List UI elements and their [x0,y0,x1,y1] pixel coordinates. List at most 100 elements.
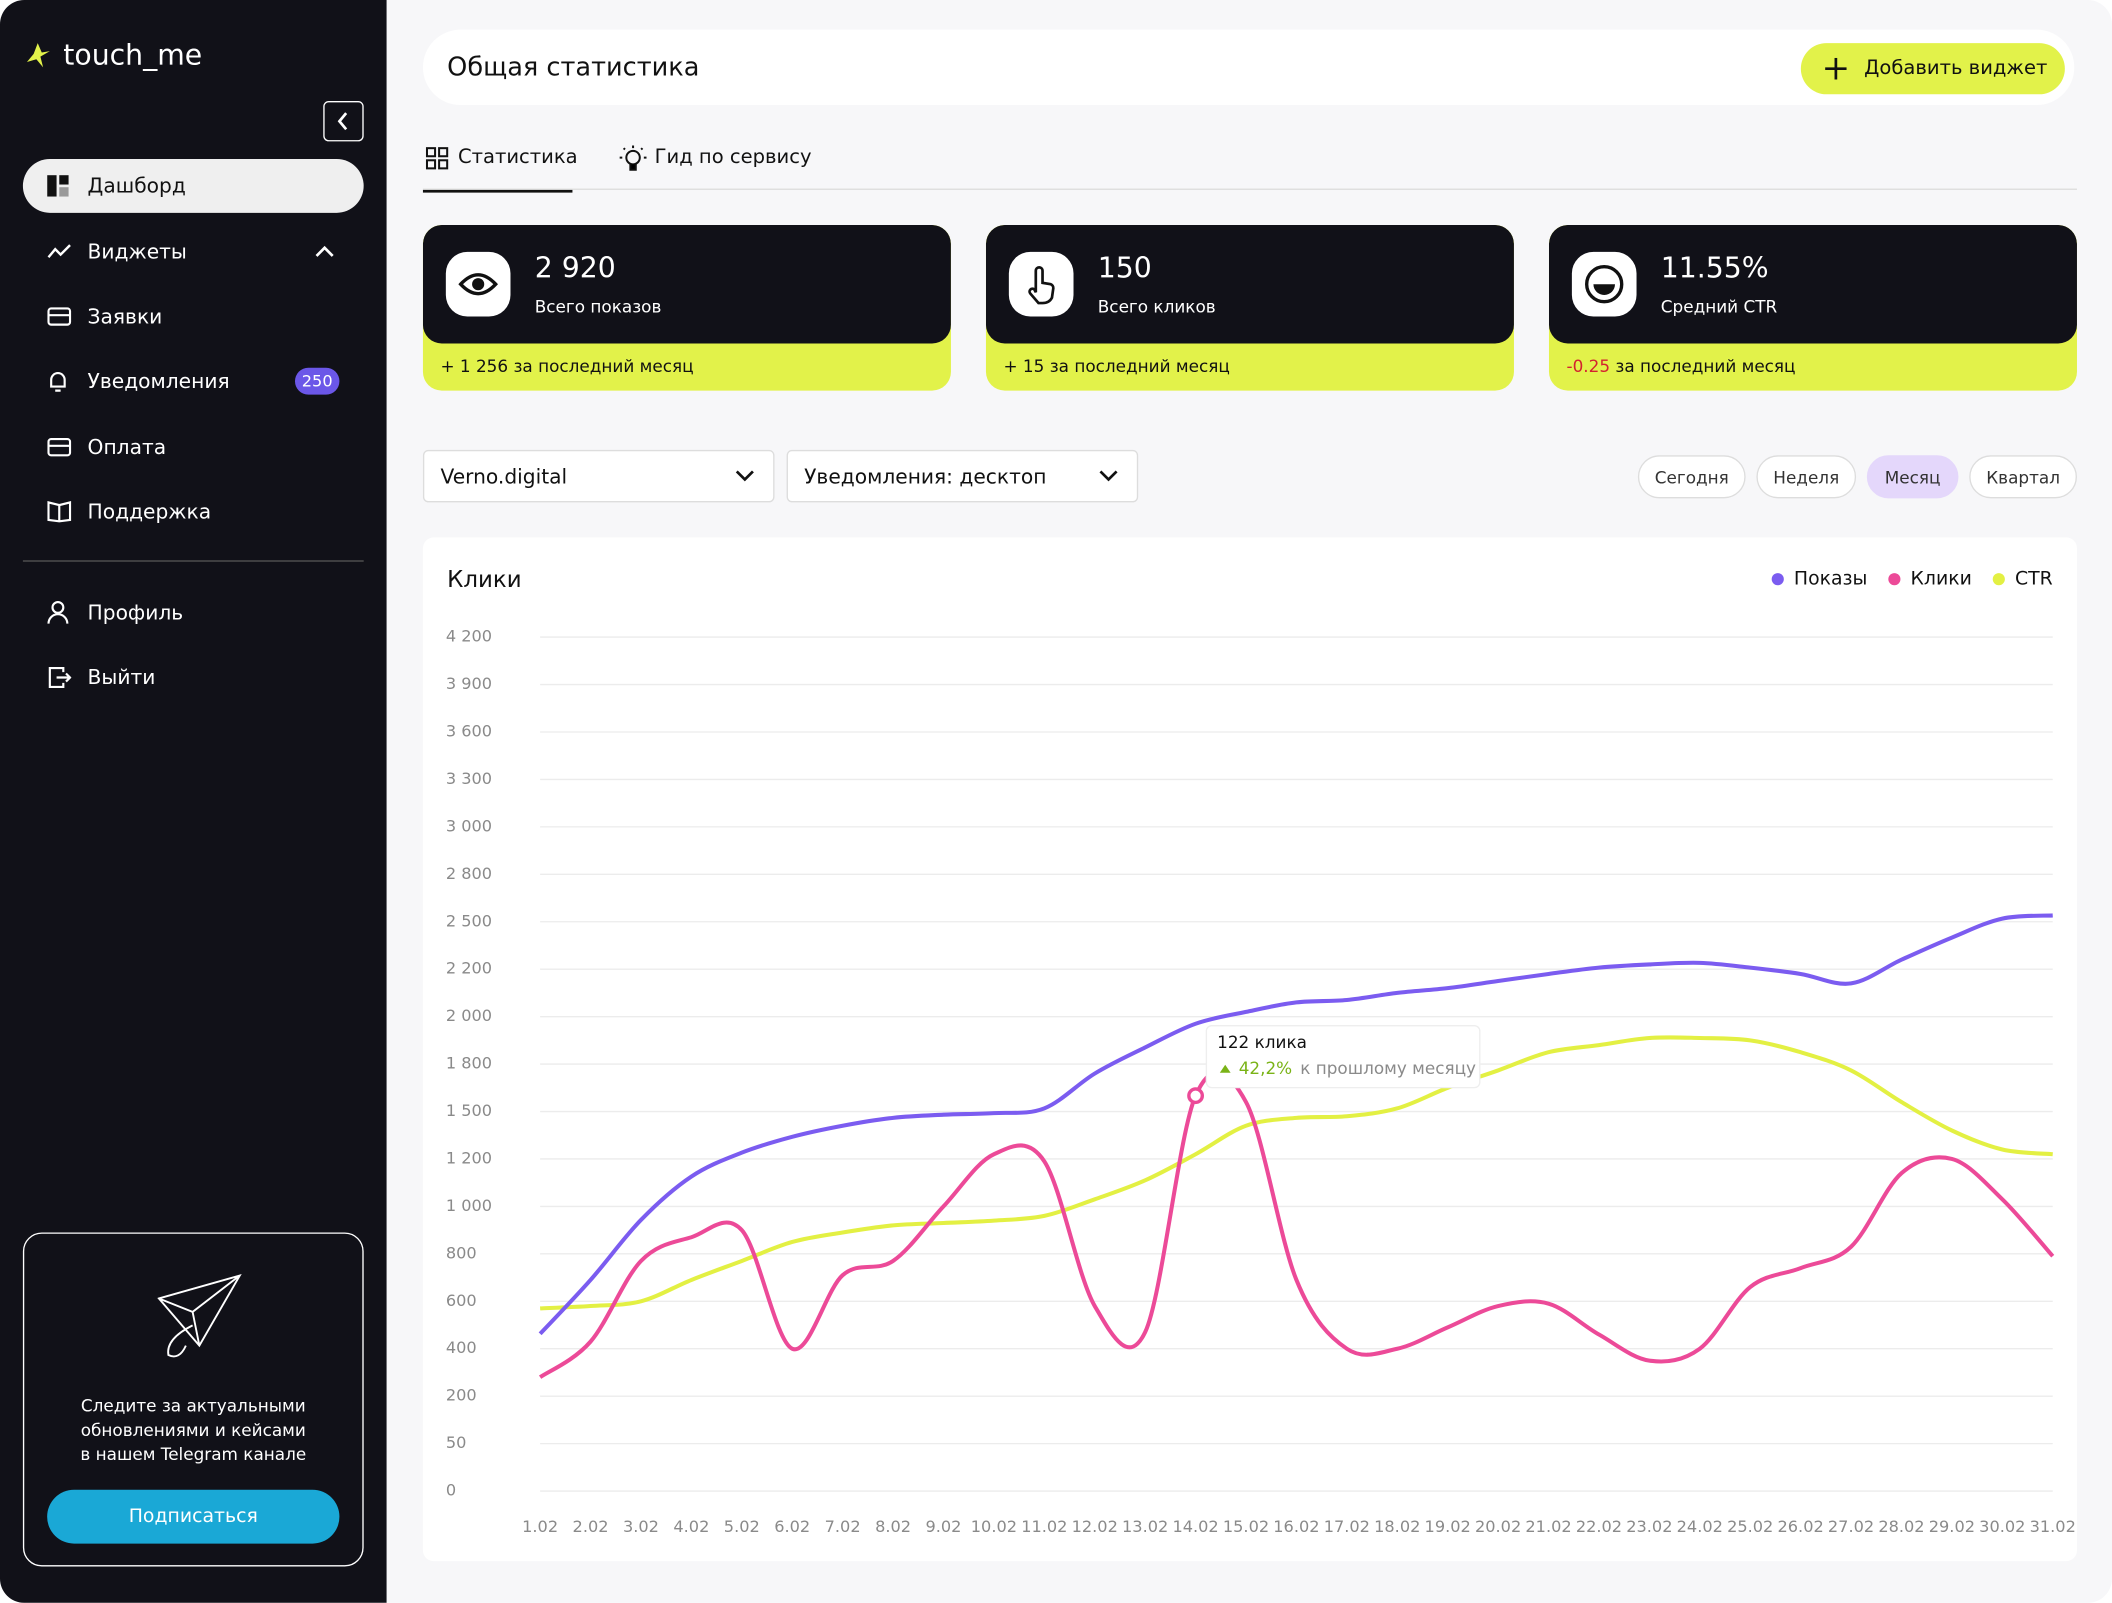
x-tick-label: 4.02 [673,1517,709,1536]
period-button[interactable]: Неделя [1756,455,1857,499]
site-select[interactable]: Verno.digital [422,449,775,503]
sidebar: touch_me Дашборд Виджеты Заявки Уведомле… [0,0,387,1603]
nav-item[interactable]: Поддержка [23,485,364,539]
y-tick-label: 3 600 [446,721,492,740]
series-line [538,1070,2055,1379]
legend-label: Показы [1794,569,1868,590]
period-button[interactable]: Сегодня [1637,455,1746,499]
nav-label: Профиль [87,600,184,625]
tab-label: Гид по сервису [654,146,812,169]
delta-text: за последний месяц [1615,355,1796,376]
x-tick-label: 16.02 [1273,1517,1319,1536]
card-delta: + 15 за последний месяц [1003,356,1229,376]
x-tick-label: 29.02 [1929,1517,1975,1536]
divider [22,560,364,562]
nav-item[interactable]: Дашборд [22,158,364,213]
page-title: Общая статистика [447,52,700,83]
x-tick-label: 23.02 [1626,1517,1672,1536]
button-label: Добавить виджет [1864,57,2048,80]
x-tick-label: 3.02 [623,1517,659,1536]
icon [458,273,498,296]
nav-label: Заявки [87,304,163,329]
y-tick-label: 1 800 [446,1054,492,1073]
card-value: 2 920 [534,251,616,285]
y-tick-label: 2 200 [446,959,492,978]
y-tick-label: 400 [446,1338,477,1357]
x-tick-label: 27.02 [1828,1517,1874,1536]
x-tick-label: 1.02 [522,1517,558,1536]
card-icon [1571,251,1637,317]
subscribe-button[interactable]: Подписаться [47,1489,340,1544]
card-label: Всего показов [534,296,662,317]
card-body [422,224,951,344]
badge: 250 [294,367,340,395]
y-tick-label: 4 200 [446,627,492,646]
x-tick-label: 14.02 [1172,1517,1218,1536]
type-select[interactable]: Уведомления: десктоп [786,449,1139,503]
nav-item[interactable]: Выйти [23,651,364,705]
nav-item[interactable]: Профиль [23,586,364,640]
x-tick-label: 15.02 [1223,1517,1269,1536]
promo-line: в нашем Telegram канале [80,1443,307,1465]
y-tick-label: 800 [446,1243,477,1262]
tooltip: 122 клика 42,2% к прошлому месяцу [1205,1024,1481,1089]
nav-item[interactable]: Уведомления 250 [23,354,364,408]
promo: Следите за актуальными обновлениями и кей… [22,1232,364,1567]
promo-line: Следите за актуальными [80,1395,306,1416]
tooltip-note: к прошлому месяцу [1300,1058,1476,1078]
y-tick-label: 3 900 [446,674,492,693]
y-tick-label: 200 [446,1386,477,1405]
nav-item[interactable]: Заявки [23,290,364,344]
card-value: 11.55% [1660,251,1769,285]
nav-item[interactable]: Оплата [23,420,364,474]
card-delta: + 1 256 за последний месяц [440,356,693,376]
promo-text: Следите за актуальными обновлениями и кей… [24,1394,362,1467]
tooltip-change: 42,2% [1239,1058,1292,1078]
x-tick-label: 28.02 [1878,1517,1924,1536]
period-button[interactable]: Квартал [1969,455,2077,499]
collapse-button[interactable] [323,101,364,142]
x-tick-label: 24.02 [1677,1517,1723,1536]
legend-label: CTR [2015,569,2053,590]
x-tick-label: 25.02 [1727,1517,1773,1536]
nav-label: Выйти [87,665,156,690]
nav-item[interactable]: Виджеты [23,225,364,279]
y-tick-label: 1 000 [446,1196,492,1215]
x-tick-label: 19.02 [1425,1517,1471,1536]
card-icon [445,251,511,317]
legend-marker [1888,573,1901,586]
x-tick-label: 6.02 [774,1517,810,1536]
x-tick-label: 13.02 [1122,1517,1168,1536]
x-tick-label: 26.02 [1778,1517,1824,1536]
y-tick-label: 600 [446,1291,477,1310]
card-delta: -0.25 за последний месяц [1566,356,1795,376]
series-line [538,913,2053,1336]
card-body [1548,224,2077,344]
tabs-line [422,188,2077,190]
tooltip-title: 122 клика [1217,1032,1307,1052]
x-tick-label: 31.02 [2030,1517,2076,1536]
x-tick-label: 10.02 [971,1517,1017,1536]
card-label: Средний CTR [1660,296,1778,317]
add-widget-button[interactable]: Добавить виджет [1800,43,2065,95]
x-tick-label: 11.02 [1021,1517,1067,1536]
delta-value: + 1 256 [440,355,509,376]
nav-label: Уведомления [87,369,230,394]
tooltip-box [1205,1024,1481,1089]
x-tick-label: 30.02 [1979,1517,2025,1536]
x-tick-label: 8.02 [875,1517,911,1536]
tab[interactable]: Гид по сервису [619,145,822,189]
x-tick-label: 18.02 [1374,1517,1420,1536]
tab[interactable]: Статистика [422,145,578,193]
icon [1585,265,1624,304]
delta-text: за последний месяц [1049,355,1230,376]
select-label: Уведомления: десктоп [804,464,1047,489]
highlight-point [1187,1087,1205,1105]
period-button[interactable]: Месяц [1866,455,1959,499]
nav-label: Дашборд [87,173,186,199]
y-tick-label: 1 200 [446,1148,492,1167]
y-tick-label: 1 500 [446,1101,492,1120]
y-tick-label: 2 500 [446,911,492,930]
